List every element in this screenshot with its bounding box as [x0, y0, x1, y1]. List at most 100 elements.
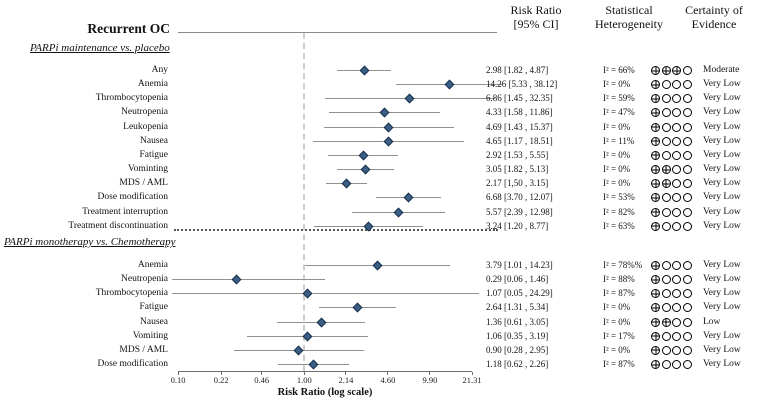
point-estimate-marker: [358, 150, 368, 161]
row-label: Neutropenia: [121, 274, 168, 285]
grade-empty-circle-icon: [661, 360, 671, 370]
reference-line: [303, 33, 305, 371]
grade-filled-circle-icon: [651, 207, 660, 217]
risk-ratio-value: 2.17 [1,50 , 3.15]: [486, 178, 549, 189]
grade-filled-circle-icon: [651, 331, 660, 341]
heterogeneity-value: I² = 59%: [603, 93, 635, 104]
point-estimate-marker: [445, 79, 455, 90]
certainty-label: Very Low: [703, 330, 741, 341]
section-divider: [174, 229, 498, 231]
axis-tick-label: 0.22: [213, 375, 229, 385]
grade-filled-circle-icon: [651, 317, 660, 327]
point-estimate-marker: [231, 274, 242, 285]
risk-ratio-value: 0.29 [0.06 , 1.46]: [486, 274, 549, 285]
grade-empty-circle-icon: [672, 289, 681, 299]
grade-empty-circle-icon: [672, 345, 681, 355]
row-label: Vomiting: [132, 330, 168, 341]
row-label: Fatigue: [139, 149, 169, 160]
certainty-label: Very Low: [703, 192, 741, 203]
risk-ratio-value: 4.69 [1.43 , 15.37]: [486, 121, 553, 132]
row-label: Nausea: [140, 135, 168, 146]
grade-filled-circle-icon: [661, 66, 671, 75]
axis-tick-label: 0.10: [170, 375, 186, 385]
point-estimate-marker: [384, 122, 394, 133]
column-header-heterogeneity-line2: Heterogeneity: [595, 17, 663, 31]
grade-symbols: [651, 108, 692, 118]
grade-filled-circle-icon: [661, 179, 671, 189]
grade-filled-circle-icon: [651, 108, 660, 118]
heterogeneity-value: I² = 63%: [603, 220, 635, 231]
grade-empty-circle-icon: [661, 275, 671, 285]
grade-empty-circle-icon: [682, 193, 692, 203]
row-label: Any: [151, 65, 168, 75]
grade-empty-circle-icon: [682, 275, 692, 285]
grade-empty-circle-icon: [682, 331, 692, 341]
certainty-label: Very Low: [703, 135, 741, 146]
grade-empty-circle-icon: [682, 207, 692, 217]
grade-symbols: [651, 261, 692, 270]
grade-empty-circle-icon: [672, 94, 681, 104]
axis-tick-label: 21.31: [462, 375, 482, 385]
column-header-certainty-line2: Evidence: [691, 17, 737, 31]
point-estimate-marker: [293, 345, 304, 356]
row-label: Vominting: [128, 164, 168, 175]
grade-filled-circle-icon: [661, 317, 671, 327]
risk-ratio-value: 4.65 [1.17 , 18.51]: [486, 135, 553, 146]
axis-tick-label: 0.46: [254, 375, 270, 385]
heterogeneity-value: I² = 11%: [603, 135, 635, 146]
risk-ratio-value: 14.26 [5.33 , 38.12]: [486, 79, 558, 90]
certainty-label: Very Low: [703, 359, 741, 370]
heterogeneity-value: I² = 17%: [603, 330, 635, 341]
row-label: Leukopenia: [123, 121, 168, 132]
risk-ratio-value: 3.24 [1.20 , 8.77]: [486, 220, 549, 231]
grade-symbols: [651, 303, 692, 313]
grade-empty-circle-icon: [661, 108, 671, 118]
row-label: Thrombocytopenia: [95, 93, 168, 104]
x-axis-label: Risk Ratio (log scale): [277, 387, 373, 398]
risk-ratio-value: 1.36 [0.61 , 3.05]: [486, 316, 549, 327]
certainty-label: Very Low: [703, 206, 741, 217]
x-axis-line: [178, 371, 472, 372]
grade-empty-circle-icon: [661, 207, 671, 217]
axis-tick: [387, 372, 389, 375]
grade-filled-circle-icon: [651, 165, 660, 175]
axis-tick: [345, 372, 347, 375]
axis-tick: [220, 372, 222, 375]
point-estimate-marker: [360, 164, 371, 175]
grade-empty-circle-icon: [682, 94, 692, 104]
risk-ratio-value: 1.06 [0.35 , 3.19]: [486, 330, 549, 341]
grade-empty-circle-icon: [682, 317, 692, 327]
grade-empty-circle-icon: [672, 122, 681, 132]
grade-symbols: [651, 80, 692, 90]
grade-filled-circle-icon: [651, 122, 660, 132]
row-label: Dose modification: [97, 359, 168, 370]
grade-empty-circle-icon: [682, 179, 692, 189]
grade-empty-circle-icon: [672, 303, 681, 313]
heterogeneity-value: I² = 47%: [603, 107, 635, 118]
axis-tick: [303, 372, 305, 375]
grade-empty-circle-icon: [682, 122, 692, 132]
risk-ratio-value: 1.18 [0.62 , 2.26]: [486, 359, 549, 370]
grade-filled-circle-icon: [651, 289, 660, 299]
column-header-risk-ratio-line2: [95% CI]: [513, 17, 559, 31]
grade-empty-circle-icon: [661, 150, 671, 160]
risk-ratio-value: 2.64 [1.31 , 5.34]: [486, 302, 549, 313]
risk-ratio-value: 4.33 [1.58 , 11.86]: [486, 107, 553, 118]
grade-empty-circle-icon: [672, 207, 681, 217]
grade-empty-circle-icon: [661, 136, 671, 146]
axis-tick-label: 4.60: [380, 375, 396, 385]
grade-symbols: [651, 317, 692, 327]
grade-filled-circle-icon: [651, 150, 660, 160]
grade-empty-circle-icon: [682, 345, 692, 355]
row-label: MDS / AML: [119, 178, 168, 189]
point-estimate-marker: [379, 107, 390, 118]
grade-filled-circle-icon: [651, 303, 660, 313]
risk-ratio-value: 6.86 [1.45 , 32.35]: [486, 93, 553, 104]
grade-empty-circle-icon: [672, 80, 681, 90]
heterogeneity-value: I² = 87%: [603, 359, 635, 370]
certainty-label: Very Low: [703, 93, 741, 104]
risk-ratio-value: 3.05 [1.82 , 5.13]: [486, 164, 549, 175]
point-estimate-marker: [393, 207, 404, 217]
certainty-label: Very Low: [703, 149, 741, 160]
heterogeneity-value: I² = 0%: [603, 316, 631, 327]
